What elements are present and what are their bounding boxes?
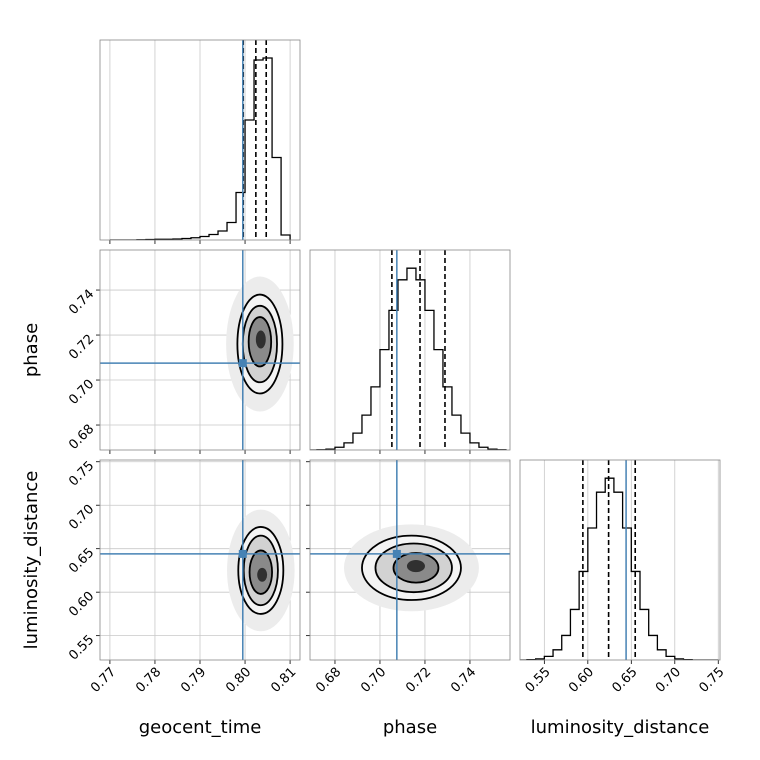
x-tick-label: 0.55 [523, 665, 554, 696]
y-tick-label: 0.72 [66, 332, 97, 363]
truth-marker [238, 549, 247, 558]
histogram [520, 477, 719, 660]
panel [520, 460, 719, 660]
y-tick-label: 0.60 [66, 589, 97, 620]
x-tick-label: 0.77 [88, 665, 119, 696]
panel [100, 460, 300, 660]
x-tick-label: 0.65 [610, 665, 641, 696]
x-tick-label: 0.70 [653, 665, 684, 696]
panel-frame [99, 39, 301, 241]
x-tick-label: 0.70 [358, 665, 389, 696]
y-tick-label: 0.55 [66, 632, 97, 663]
x-tick-label: 0.81 [268, 665, 299, 696]
x-tick-label: 0.78 [133, 665, 164, 696]
y-axis-label: luminosity_distance [21, 471, 42, 650]
histogram [310, 267, 507, 450]
x-axis-label: geocent_time [139, 717, 262, 738]
panel [109, 40, 291, 240]
x-tick-label: 0.60 [566, 665, 597, 696]
x-tick-label: 0.79 [178, 665, 209, 696]
panel-frame [99, 249, 301, 451]
x-axis-label: luminosity_distance [531, 717, 710, 738]
x-tick-label: 0.74 [448, 665, 479, 696]
y-tick-label: 0.70 [66, 377, 97, 408]
x-tick-label: 0.72 [403, 665, 434, 696]
contour-level [257, 567, 268, 582]
panel [100, 250, 300, 450]
x-axis-label: phase [383, 717, 437, 738]
contour-level [255, 330, 266, 349]
x-tick-label: 0.80 [223, 665, 254, 696]
panel-frame [519, 459, 721, 661]
panel [310, 250, 507, 450]
contour-level [406, 560, 425, 573]
truth-marker [392, 549, 401, 558]
y-axis-label: phase [21, 323, 42, 377]
panel-frame [99, 459, 301, 661]
y-tick-label: 0.70 [66, 502, 97, 533]
panel-frame [309, 459, 511, 661]
y-tick-label: 0.74 [66, 287, 97, 318]
panel [310, 460, 510, 660]
y-tick-label: 0.75 [66, 458, 97, 489]
y-tick-label: 0.68 [66, 422, 97, 453]
x-tick-label: 0.68 [313, 665, 344, 696]
x-tick-label: 0.75 [696, 665, 727, 696]
y-tick-label: 0.65 [66, 545, 97, 576]
truth-marker [238, 359, 247, 368]
panel-frame [309, 249, 511, 451]
histogram [109, 57, 291, 240]
